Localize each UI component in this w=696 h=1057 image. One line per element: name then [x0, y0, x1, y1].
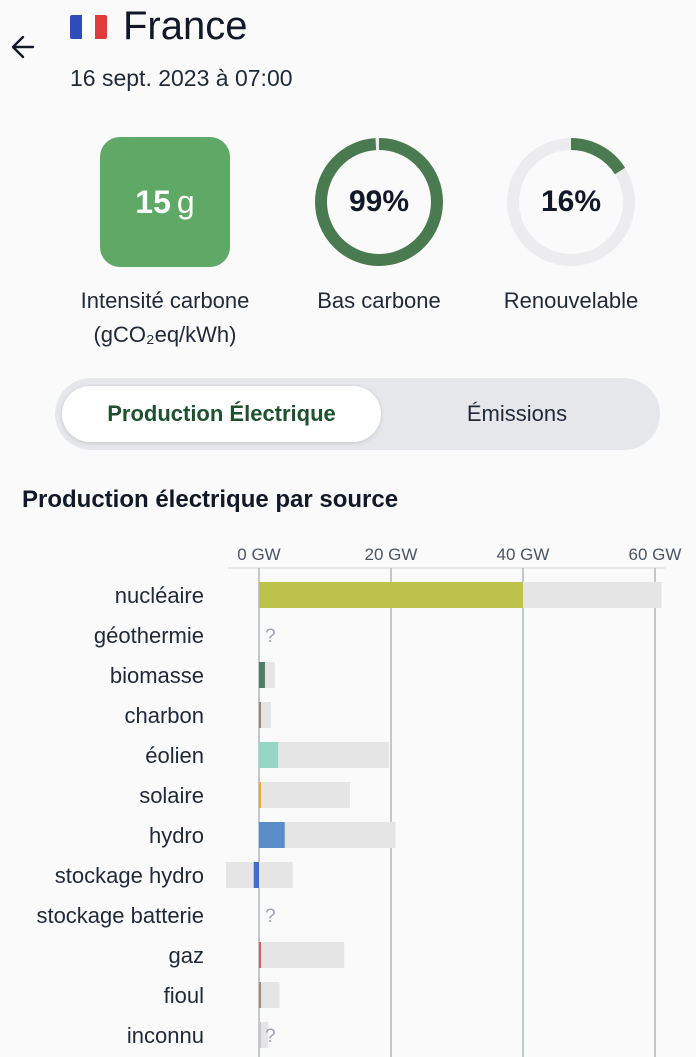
production-bar: [259, 702, 261, 728]
capacity-bar: [259, 782, 351, 808]
production-bar: [259, 662, 265, 688]
page-title: France: [123, 4, 248, 48]
production-bar: [259, 942, 261, 968]
category-label: stockage batterie: [36, 903, 204, 928]
arrow-left-icon: [11, 35, 35, 59]
low-carbon-value: 99%: [348, 185, 410, 218]
low-carbon-label: Bas carbone: [317, 288, 441, 313]
x-tick-label: 0 GW: [237, 545, 280, 564]
capacity-bar: [259, 942, 345, 968]
category-label: nucléaire: [115, 583, 204, 608]
missing-value-marker: ?: [265, 1026, 276, 1047]
low-carbon-ring-arc: [315, 138, 443, 266]
production-bar: [259, 742, 279, 768]
back-button[interactable]: [6, 28, 40, 62]
capacity-bar: [259, 1022, 269, 1048]
capacity-bar: [226, 862, 293, 888]
category-label: charbon: [124, 703, 204, 728]
missing-value-marker: ?: [265, 906, 276, 927]
production-bar: [253, 862, 259, 888]
datetime: 16 sept. 2023 à 07:00: [70, 65, 293, 91]
category-label: stockage hydro: [55, 863, 204, 888]
category-label: gaz: [169, 943, 204, 968]
category-label: géothermie: [94, 623, 204, 648]
category-label: biomasse: [110, 663, 204, 688]
header: France 16 sept. 2023 à 07:00: [0, 0, 696, 110]
low-carbon-ring: 99%: [314, 137, 444, 267]
tab-production[interactable]: Production Électrique: [62, 386, 381, 442]
capacity-bar: [259, 742, 390, 768]
category-label: éolien: [145, 743, 204, 768]
production-bar: [259, 1022, 261, 1048]
carbon-intensity-box: 15 g: [100, 137, 230, 267]
category-label: fioul: [164, 983, 204, 1008]
production-chart: 0 GW 20 GW 40 GW 60 GW nucléaire géothermie ? b…: [36, 545, 682, 1057]
production-bar: [259, 782, 261, 808]
carbon-intensity-label: Intensité carbone (gCO₂eq/kWh): [45, 284, 285, 352]
capacity-bar: [259, 702, 271, 728]
x-tick-label: 60 GW: [629, 545, 682, 564]
production-bar: [259, 582, 523, 608]
renewable-label: Renouvelable: [503, 288, 639, 313]
missing-value-marker: ?: [265, 626, 276, 647]
x-tick-label: 20 GW: [365, 545, 418, 564]
x-tick-label: 40 GW: [497, 545, 550, 564]
carbon-intensity-label-line1: Intensité carbone: [80, 288, 250, 313]
category-label: inconnu: [127, 1023, 204, 1048]
category-label: solaire: [139, 783, 204, 808]
tab-emissions[interactable]: Émissions: [466, 401, 568, 426]
carbon-intensity-value: 15: [135, 183, 171, 220]
renewable-ring-arc: [507, 138, 635, 266]
renewable-ring: 16%: [506, 137, 636, 267]
renewable-value: 16%: [540, 185, 602, 218]
france-flag-icon: [70, 15, 107, 39]
carbon-intensity-unit: g: [176, 183, 195, 220]
production-bar: [259, 982, 261, 1008]
capacity-bar: [259, 982, 280, 1008]
section-title: Production électrique par source: [22, 486, 399, 513]
production-bar: [259, 822, 285, 848]
view-toggle: Production Électrique Émissions: [55, 378, 660, 450]
category-label: hydro: [149, 823, 204, 848]
carbon-intensity-label-line2: (gCO₂eq/kWh): [93, 322, 237, 347]
